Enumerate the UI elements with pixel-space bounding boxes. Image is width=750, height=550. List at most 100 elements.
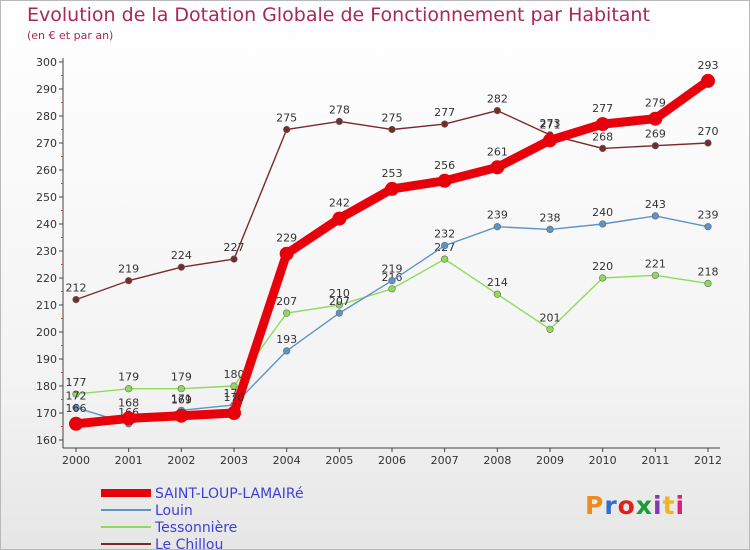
data-point	[441, 242, 449, 250]
data-label: 207	[329, 295, 350, 308]
logo-letter: o	[617, 491, 636, 520]
x-tick-label: 2011	[641, 454, 669, 467]
y-tick-label: 250	[36, 191, 57, 204]
data-point	[125, 385, 133, 393]
data-point	[388, 285, 396, 293]
x-tick-label: 2002	[167, 454, 195, 467]
data-label: 278	[329, 103, 350, 116]
legend-label: Tessonnière	[154, 520, 237, 536]
data-point	[69, 416, 83, 431]
data-label: 221	[645, 257, 666, 270]
data-label: 168	[118, 396, 139, 409]
data-point	[651, 142, 659, 150]
data-point	[335, 309, 343, 317]
data-label: 210	[329, 287, 350, 300]
data-label: 277	[592, 102, 613, 115]
y-tick-label: 280	[36, 110, 57, 123]
data-point	[648, 111, 663, 126]
data-label: 212	[66, 282, 87, 295]
data-label: 224	[171, 249, 192, 262]
data-label: 166	[66, 402, 87, 415]
x-tick-label: 2001	[115, 454, 143, 467]
x-tick-label: 2003	[220, 454, 248, 467]
data-point	[72, 390, 80, 398]
data-label: 239	[698, 209, 719, 222]
x-tick-label: 2010	[589, 454, 617, 467]
data-label: 293	[698, 59, 719, 72]
data-point	[227, 406, 241, 420]
data-point	[704, 279, 712, 288]
y-tick-label: 210	[36, 299, 57, 312]
data-label: 172	[66, 390, 87, 403]
data-label: 219	[382, 263, 403, 276]
logo-letter: i	[653, 491, 663, 520]
y-tick-label: 180	[36, 380, 57, 393]
data-point	[283, 125, 291, 134]
data-point	[388, 125, 396, 134]
data-point	[385, 181, 399, 196]
logo-letter: r	[604, 491, 618, 520]
data-label: 261	[487, 145, 508, 158]
data-label: 273	[540, 117, 561, 130]
y-tick-label: 160	[36, 434, 57, 447]
y-tick-label: 230	[36, 245, 57, 258]
y-tick-label: 240	[36, 218, 57, 231]
data-label: 177	[66, 376, 87, 389]
data-point	[177, 385, 185, 393]
y-tick-label: 270	[36, 137, 57, 150]
x-tick-label: 2007	[431, 454, 459, 467]
data-label: 268	[592, 130, 613, 143]
chart-title: Evolution de la Dotation Globale de Fonc…	[27, 4, 650, 26]
data-label: 242	[329, 197, 350, 210]
data-point	[125, 277, 133, 285]
x-tick-label: 2005	[325, 454, 353, 467]
logo-letter: t	[662, 491, 676, 520]
proxiti-logo: Proxiti	[585, 491, 685, 520]
data-label: 193	[276, 333, 297, 346]
data-label: 243	[645, 198, 666, 211]
data-label: 282	[487, 93, 508, 106]
data-point	[441, 255, 449, 263]
y-tick-label: 190	[36, 353, 57, 366]
data-label: 171	[171, 392, 192, 405]
y-tick-label: 220	[36, 272, 57, 285]
y-tick-label: 260	[36, 164, 57, 177]
x-tick-label: 2006	[378, 454, 406, 467]
data-label: 232	[434, 228, 455, 241]
data-point	[230, 255, 238, 263]
data-point	[388, 277, 396, 285]
data-label: 238	[540, 211, 561, 224]
x-tick-label: 2004	[273, 454, 301, 467]
data-label: 201	[540, 311, 561, 324]
data-point	[701, 73, 715, 88]
legend-label: SAINT-LOUP-LAMAIRé	[155, 486, 304, 502]
data-label: 279	[645, 97, 666, 110]
data-point	[335, 117, 343, 125]
data-point	[279, 246, 294, 261]
data-point	[283, 309, 291, 317]
y-tick-label: 300	[36, 56, 57, 69]
data-label: 275	[276, 112, 297, 125]
data-label: 170	[224, 391, 245, 404]
data-label: 214	[487, 276, 508, 289]
x-tick-label: 2000	[62, 454, 90, 467]
data-label: 239	[487, 209, 508, 222]
data-point	[177, 263, 185, 271]
data-point	[437, 173, 452, 188]
data-point	[651, 271, 659, 279]
data-label: 269	[645, 128, 666, 141]
data-point	[332, 211, 347, 226]
data-label: 207	[276, 295, 297, 308]
y-tick-label: 290	[36, 83, 57, 96]
data-point	[704, 139, 712, 147]
data-point	[543, 133, 557, 148]
legend-label: Le Chillou	[155, 537, 223, 549]
data-label: 229	[276, 232, 297, 245]
data-point	[546, 225, 554, 233]
data-point	[72, 296, 80, 304]
data-point	[493, 290, 501, 298]
data-point	[546, 325, 554, 333]
data-label: 219	[118, 263, 139, 276]
